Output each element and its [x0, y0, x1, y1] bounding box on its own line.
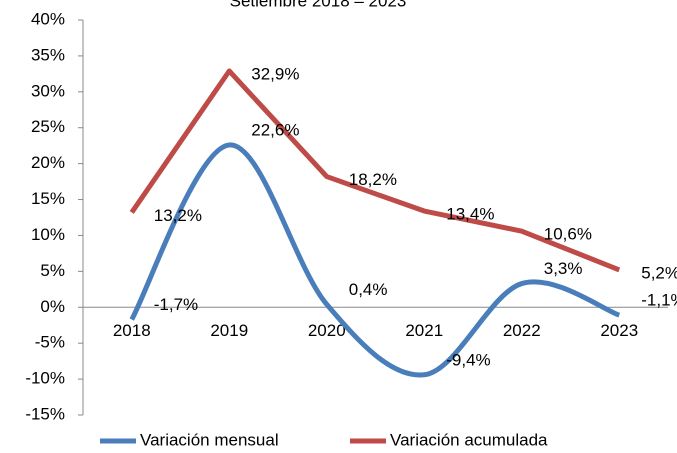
y-tick-label: 20% — [31, 153, 65, 172]
y-tick-label: 0% — [40, 297, 65, 316]
data-label: -1,1% — [641, 291, 677, 310]
series-line — [129, 142, 621, 378]
data-label: 13,2% — [154, 206, 202, 225]
data-label: 0,4% — [349, 280, 388, 299]
x-tick-label: 2023 — [600, 321, 638, 340]
x-tick-label: 2022 — [503, 321, 541, 340]
y-tick-label: 40% — [31, 9, 65, 28]
x-tick-label: 2021 — [405, 321, 443, 340]
y-tick-label: 5% — [40, 261, 65, 280]
data-label: 10,6% — [544, 225, 592, 244]
x-tick-label: 2018 — [113, 321, 151, 340]
data-label: 3,3% — [544, 259, 583, 278]
y-tick-label: -10% — [25, 369, 65, 388]
data-label: 18,2% — [349, 170, 397, 189]
data-label: 13,4% — [446, 205, 494, 224]
series-line — [129, 68, 621, 273]
y-tick-label: 30% — [31, 81, 65, 100]
y-tick-label: 25% — [31, 117, 65, 136]
x-tick-label: 2020 — [308, 321, 346, 340]
data-label: 5,2% — [641, 263, 677, 282]
data-label: 32,9% — [251, 64, 299, 83]
data-label: -1,7% — [154, 295, 198, 314]
legend-label: Variación acumulada — [390, 430, 548, 449]
y-tick-label: 35% — [31, 45, 65, 64]
x-tick-label: 2019 — [210, 321, 248, 340]
y-tick-label: 15% — [31, 189, 65, 208]
chart-title: Setiembre 2018 – 2023 — [230, 0, 407, 10]
y-tick-label: -5% — [35, 333, 65, 352]
data-label: -9,4% — [446, 350, 490, 369]
data-label: 22,6% — [251, 120, 299, 139]
y-tick-label: 10% — [31, 225, 65, 244]
y-tick-label: -15% — [25, 404, 65, 423]
legend-label: Variación mensual — [140, 430, 279, 449]
